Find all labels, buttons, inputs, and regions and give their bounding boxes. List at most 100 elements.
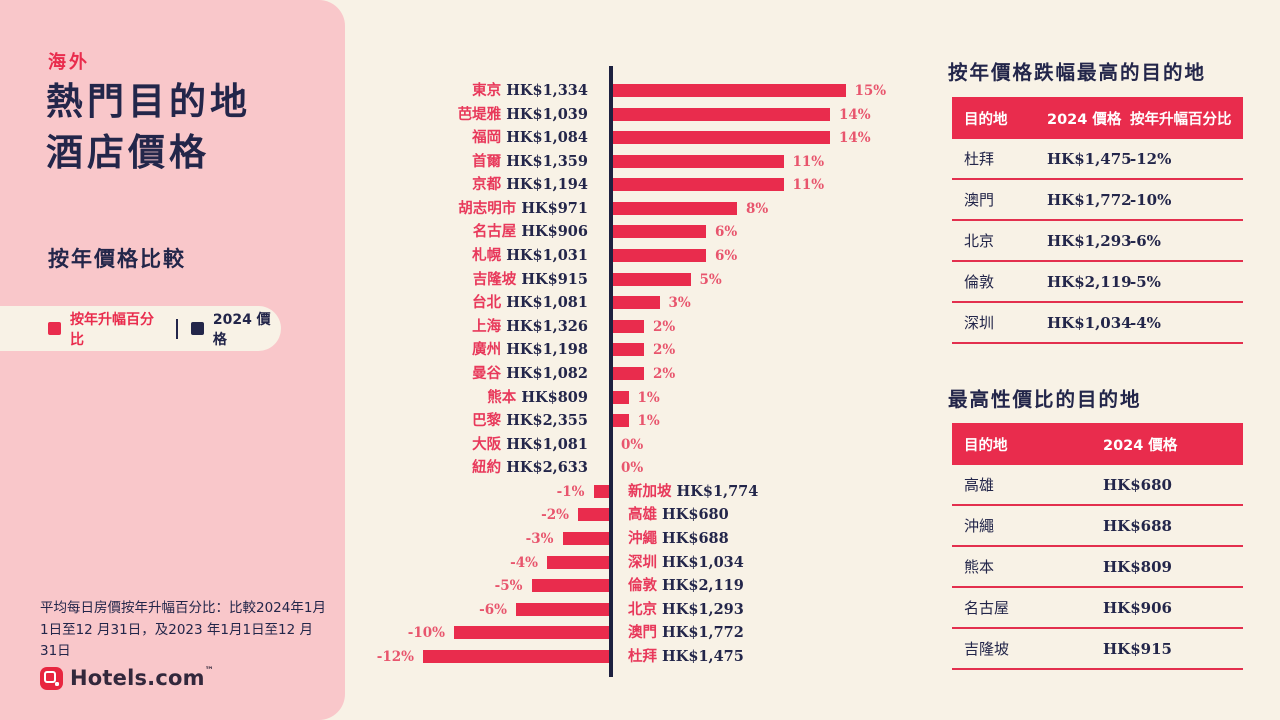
bar-city-name: 台北 xyxy=(472,294,502,312)
table-cell-destination: 北京 xyxy=(964,232,995,250)
bar-price-value: HK$1,031 xyxy=(501,247,588,265)
table-cell-percent: -6% xyxy=(1130,231,1161,250)
bar xyxy=(578,508,609,522)
bar-percent-value: -10% xyxy=(407,625,445,642)
table-header-cell: 目的地 xyxy=(964,437,1008,454)
bar-percent-value: -3% xyxy=(525,531,554,548)
bar-label: 杜拜 HK$1,475 xyxy=(628,645,744,669)
chart-row: 芭堤雅 HK$1,039 14% xyxy=(370,103,935,127)
bar-label: 高雄 HK$680 xyxy=(628,503,729,527)
bar-label: 京都 HK$1,194 xyxy=(370,173,588,197)
chart-row: -5% 倫敦 HK$2,119 xyxy=(370,574,935,598)
bar-price-value: HK$680 xyxy=(657,506,729,524)
bar-percent-value: 1% xyxy=(637,413,660,430)
table-cell-destination: 澳門 xyxy=(964,191,995,209)
bar-city-name: 東京 xyxy=(472,82,502,99)
bar-percent-value: 2% xyxy=(653,318,676,335)
chart-row: 東京 HK$1,334 15% xyxy=(370,79,935,103)
table-cell-price: HK$688 xyxy=(1103,516,1172,535)
bar xyxy=(613,249,706,263)
bar-percent-value: 11% xyxy=(792,153,825,170)
table-biggest-drops: 目的地 2024 價格 按年升幅百分比 杜拜 HK$1,475 -12% 澳門 HK$1,77… xyxy=(952,97,1243,344)
chart-row: 名古屋 HK$906 6% xyxy=(370,220,935,244)
bar-price-value: HK$1,359 xyxy=(501,152,588,170)
bar-percent-value: -6% xyxy=(479,601,507,618)
table-cell-destination: 熊本 xyxy=(964,558,995,576)
bar-city-name: 北京 xyxy=(628,600,657,618)
chart-row: 胡志明市 HK$971 8% xyxy=(370,197,935,221)
bar-price-value: HK$1,084 xyxy=(501,129,588,147)
chart-row: 台北 HK$1,081 3% xyxy=(370,291,935,315)
table-header-row: 目的地 2024 價格 按年升幅百分比 xyxy=(952,97,1243,139)
chart-row: 紐約 HK$2,633 0% xyxy=(370,456,935,480)
bar-label: 廣州 HK$1,198 xyxy=(370,338,588,362)
bar-label: 札幌 HK$1,031 xyxy=(370,244,588,268)
table-row: 熊本 HK$809 xyxy=(952,547,1243,588)
chart-row: 上海 HK$1,326 2% xyxy=(370,315,935,339)
bar xyxy=(613,390,629,404)
table-cell-percent: -5% xyxy=(1130,272,1161,291)
bar xyxy=(423,649,609,663)
chart-zero-axis xyxy=(609,66,613,677)
bar-city-name: 上海 xyxy=(472,317,502,335)
bar xyxy=(613,178,784,192)
methodology-footnote: 平均每日房價按年升幅百分比：比較2024年1月1日至12 月31日，及2023 … xyxy=(40,600,326,660)
hotels-com-logo: Hotels.com™ xyxy=(40,666,214,690)
bar-label: 吉隆坡 HK$915 xyxy=(370,268,588,292)
bar-percent-value: 14% xyxy=(839,130,871,147)
bar xyxy=(547,555,609,569)
chart-row: -4% 深圳 HK$1,034 xyxy=(370,551,935,575)
bar-percent-value: 6% xyxy=(715,224,738,241)
bar-label: 名古屋 HK$906 xyxy=(370,220,588,244)
bar-price-value: HK$1,081 xyxy=(501,435,588,453)
bar-city-name: 杜拜 xyxy=(628,647,657,665)
page-title-line1: 熱門目的地 xyxy=(46,80,251,123)
table-row: 澳門 HK$1,772 -10% xyxy=(952,180,1243,221)
bar-city-name: 福岡 xyxy=(472,129,502,147)
bar-label: 胡志明市 HK$971 xyxy=(370,197,588,221)
legend-swatch-price xyxy=(190,322,204,335)
bar xyxy=(613,107,830,121)
table-row: 吉隆坡 HK$915 xyxy=(952,629,1243,670)
yoy-price-bar-chart: 東京 HK$1,334 15% 芭堤雅 HK$1,039 14% 福岡 HK$1,084… xyxy=(370,0,935,720)
bar-label: 福岡 HK$1,084 xyxy=(370,126,588,150)
bar-price-value: HK$1,772 xyxy=(657,624,744,642)
bar-city-name: 沖繩 xyxy=(628,530,657,548)
bar-percent-value: 2% xyxy=(653,365,676,382)
bar xyxy=(613,343,644,357)
bar-label: 沖繩 HK$688 xyxy=(628,527,729,551)
bar-percent-value: -1% xyxy=(556,483,585,500)
bar-price-value: HK$1,081 xyxy=(501,294,588,312)
bar-label: 台北 HK$1,081 xyxy=(370,291,588,315)
table-header-row: 目的地 2024 價格 xyxy=(952,423,1243,465)
table-cell-destination: 倫敦 xyxy=(964,273,995,291)
table-cell-price: HK$906 xyxy=(1103,598,1172,617)
bar-city-name: 曼谷 xyxy=(472,364,502,382)
table-cell-percent: -10% xyxy=(1130,190,1172,209)
bar-city-name: 吉隆坡 xyxy=(472,270,517,288)
bar-percent-value: 1% xyxy=(637,389,660,406)
table-cell-destination: 名古屋 xyxy=(964,599,1010,617)
hotels-com-wordmark: Hotels.com™ xyxy=(70,666,214,690)
bar-price-value: HK$1,774 xyxy=(671,482,759,500)
bar-city-name: 首爾 xyxy=(472,152,502,170)
bar-percent-value: 14% xyxy=(839,106,871,123)
bar-percent-value: 6% xyxy=(715,248,738,265)
bar-city-name: 名古屋 xyxy=(472,223,517,241)
bar xyxy=(613,272,691,286)
bar-price-value: HK$809 xyxy=(516,388,588,406)
bar-price-value: HK$1,198 xyxy=(501,341,588,359)
bar-percent-value: -5% xyxy=(494,578,523,595)
bar-price-value: HK$688 xyxy=(657,530,729,548)
page-title: 熱門目的地 酒店價格 xyxy=(46,76,251,178)
bar-city-name: 深圳 xyxy=(628,553,657,571)
bar-percent-value: 8% xyxy=(746,200,769,217)
bar xyxy=(613,131,830,145)
table-header-cell: 按年升幅百分比 xyxy=(1130,111,1232,128)
table-cell-percent: -12% xyxy=(1130,149,1172,168)
bar-city-name: 新加坡 xyxy=(628,482,672,500)
bar-percent-value: 3% xyxy=(668,295,691,312)
bar-label: 澳門 HK$1,772 xyxy=(628,621,744,645)
bar-city-name: 高雄 xyxy=(628,506,657,524)
